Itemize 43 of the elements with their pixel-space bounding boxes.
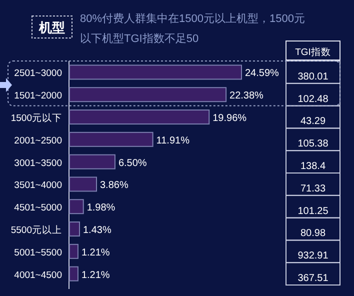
bar bbox=[69, 110, 210, 124]
bar bbox=[69, 222, 80, 236]
data-label: 24.59% bbox=[245, 68, 280, 80]
text: 80.98 bbox=[300, 228, 326, 240]
data-label: 19.96% bbox=[212, 113, 247, 124]
text: 932.91 bbox=[298, 250, 329, 262]
y-tick-label: 2501~3000 bbox=[14, 68, 62, 80]
text: 138.4 bbox=[300, 161, 326, 172]
text: 380.01 bbox=[298, 71, 329, 82]
text: 43.29 bbox=[300, 116, 326, 128]
data-label: 11.91% bbox=[156, 135, 190, 146]
bar bbox=[69, 176, 97, 192]
bar bbox=[69, 266, 78, 282]
text: 102.48 bbox=[298, 94, 329, 105]
chart-title: 机型 bbox=[38, 20, 65, 35]
y-tick-label: 1501~2000 bbox=[14, 90, 62, 102]
data-label: 22.38% bbox=[230, 90, 264, 102]
bar bbox=[69, 132, 154, 147]
bar bbox=[69, 64, 242, 80]
text: 105.38 bbox=[298, 138, 329, 150]
y-tick-label: 3501~4000 bbox=[14, 180, 62, 192]
bar bbox=[69, 87, 227, 102]
y-tick-label: 1500元以下 bbox=[10, 112, 62, 124]
y-tick-label: 3001~3500 bbox=[14, 158, 62, 169]
data-label: 1.21% bbox=[81, 270, 110, 281]
y-tick-label: 2001~2500 bbox=[14, 135, 62, 146]
data-label: 6.50% bbox=[118, 158, 147, 169]
data-label: 3.86% bbox=[100, 180, 128, 192]
data-label: 1.43% bbox=[83, 225, 112, 236]
text: 101.25 bbox=[298, 206, 329, 217]
y-tick-label: 5500元以上 bbox=[10, 224, 62, 236]
y-tick-label: 4001~4500 bbox=[14, 270, 62, 281]
chart-subtitle: 80%付费人群集中在1500元以上机型，1500元以下机型TGI指数不足50 bbox=[80, 12, 305, 45]
bar bbox=[69, 154, 116, 170]
text: TGI指数 bbox=[295, 46, 331, 58]
data-label: 1.21% bbox=[81, 247, 110, 258]
text: 71.33 bbox=[300, 183, 326, 194]
y-tick-label: 5001~5500 bbox=[14, 247, 62, 258]
data-label: 1.98% bbox=[86, 202, 116, 214]
bar bbox=[69, 199, 84, 214]
y-tick-label: 4501~5000 bbox=[14, 202, 62, 214]
bar bbox=[69, 244, 78, 259]
text: 367.51 bbox=[298, 273, 329, 284]
